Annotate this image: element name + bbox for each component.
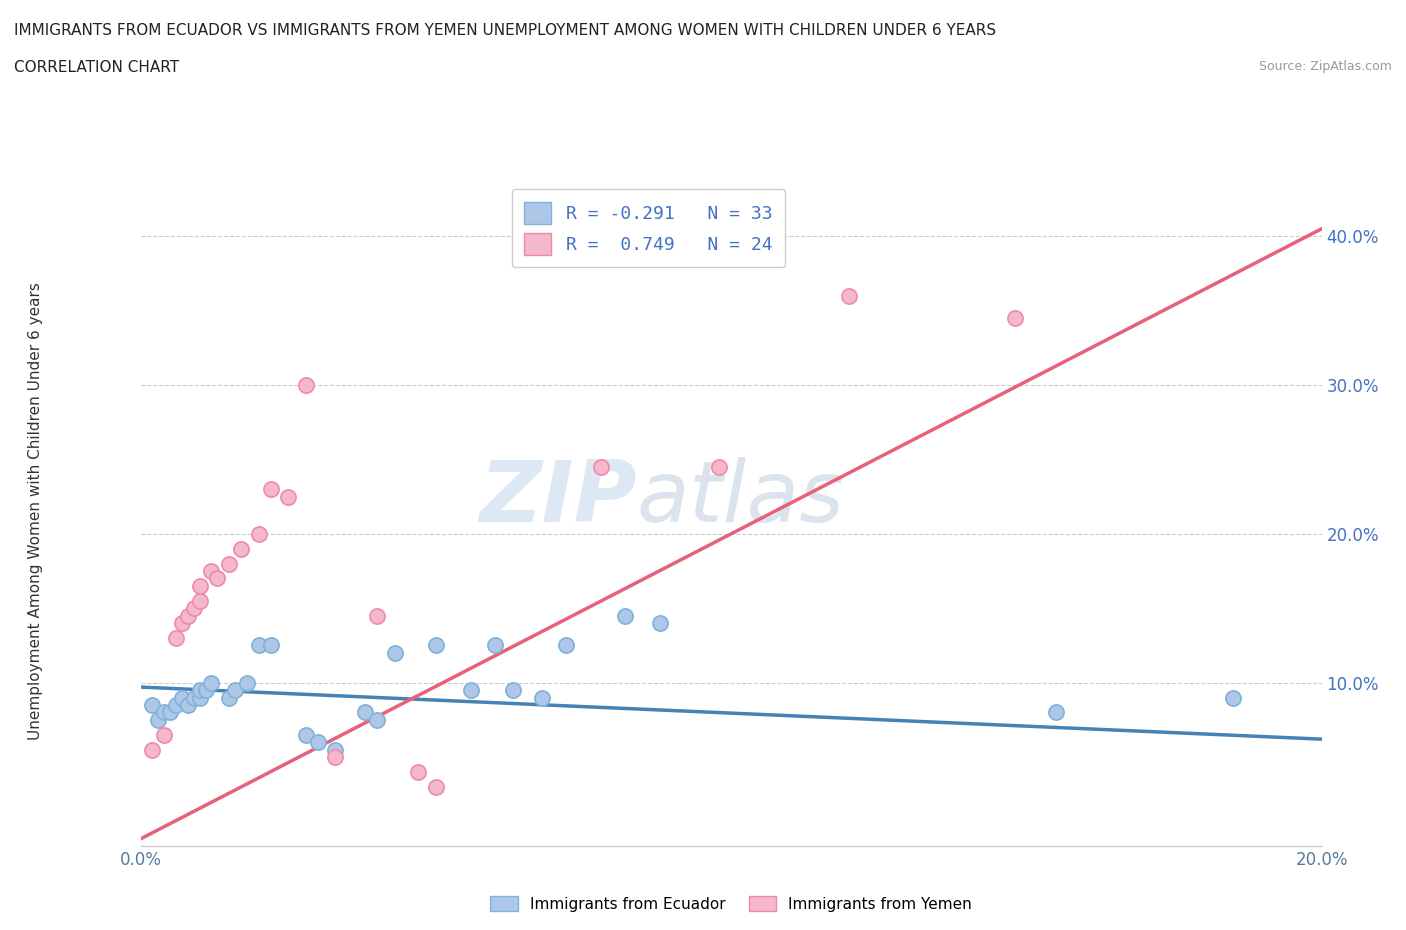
Point xyxy=(148,712,170,727)
Point xyxy=(207,571,229,586)
Point xyxy=(188,683,211,698)
Point xyxy=(460,683,482,698)
Point xyxy=(218,690,240,705)
Point xyxy=(277,489,299,504)
Point xyxy=(531,690,554,705)
Text: IMMIGRANTS FROM ECUADOR VS IMMIGRANTS FROM YEMEN UNEMPLOYMENT AMONG WOMEN WITH C: IMMIGRANTS FROM ECUADOR VS IMMIGRANTS FR… xyxy=(14,23,997,38)
Point xyxy=(1004,311,1026,325)
Point xyxy=(177,608,200,623)
Point xyxy=(194,683,217,698)
Point xyxy=(307,735,329,750)
Point xyxy=(247,638,270,653)
Point xyxy=(259,638,281,653)
Point xyxy=(325,750,347,764)
Point xyxy=(141,698,163,712)
Point xyxy=(165,698,187,712)
Point xyxy=(159,705,181,720)
Point xyxy=(325,742,347,757)
Point xyxy=(188,593,211,608)
Point xyxy=(425,638,447,653)
Point xyxy=(613,608,636,623)
Text: CORRELATION CHART: CORRELATION CHART xyxy=(14,60,179,75)
Point xyxy=(224,683,246,698)
Point xyxy=(425,779,447,794)
Point xyxy=(183,690,205,705)
Text: Source: ZipAtlas.com: Source: ZipAtlas.com xyxy=(1258,60,1392,73)
Point xyxy=(170,690,193,705)
Point xyxy=(838,288,860,303)
Point xyxy=(1222,690,1244,705)
Point xyxy=(165,631,187,645)
Text: Unemployment Among Women with Children Under 6 years: Unemployment Among Women with Children U… xyxy=(28,283,42,740)
Text: atlas: atlas xyxy=(637,457,845,539)
Point xyxy=(484,638,506,653)
Point xyxy=(384,645,406,660)
Point xyxy=(354,705,377,720)
Point xyxy=(591,459,613,474)
Point xyxy=(153,705,176,720)
Point xyxy=(554,638,576,653)
Point xyxy=(295,727,318,742)
Point xyxy=(183,601,205,616)
Point xyxy=(709,459,731,474)
Point xyxy=(650,616,672,631)
Point xyxy=(247,526,270,541)
Point xyxy=(1045,705,1067,720)
Legend: R = -0.291   N = 33, R =  0.749   N = 24: R = -0.291 N = 33, R = 0.749 N = 24 xyxy=(512,189,785,268)
Legend: Immigrants from Ecuador, Immigrants from Yemen: Immigrants from Ecuador, Immigrants from… xyxy=(484,889,979,918)
Point xyxy=(366,608,388,623)
Point xyxy=(218,556,240,571)
Point xyxy=(502,683,524,698)
Point xyxy=(406,764,429,779)
Point xyxy=(229,541,252,556)
Point xyxy=(366,712,388,727)
Point xyxy=(153,727,176,742)
Point xyxy=(236,675,259,690)
Point xyxy=(188,690,211,705)
Point xyxy=(177,698,200,712)
Point xyxy=(259,482,281,497)
Point xyxy=(200,675,222,690)
Text: ZIP: ZIP xyxy=(479,457,637,539)
Point xyxy=(141,742,163,757)
Point xyxy=(200,564,222,578)
Point xyxy=(170,616,193,631)
Point xyxy=(295,378,318,392)
Point xyxy=(188,578,211,593)
